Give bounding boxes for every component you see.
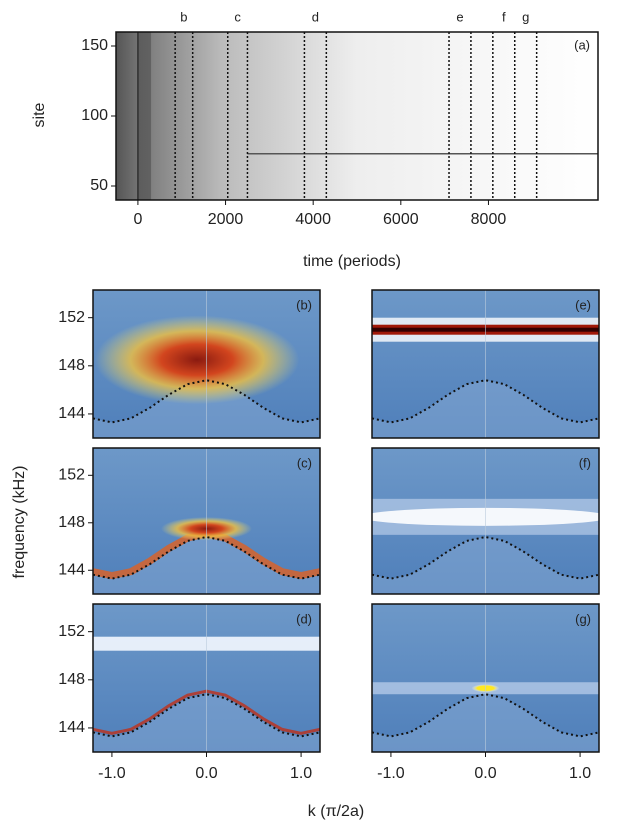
y-tick-label: 152: [58, 309, 85, 326]
x-tick-label: -1.0: [98, 765, 126, 782]
y-tick-label: 144: [58, 561, 85, 578]
x-tick-label: 1.0: [569, 765, 591, 782]
panel: [372, 448, 599, 594]
dispersion-curve: [93, 379, 320, 424]
x-tick-label: 8000: [471, 211, 507, 228]
y-tick-label: 144: [58, 719, 85, 736]
x-tick-label: 0.0: [474, 765, 496, 782]
plot-frame: [371, 447, 600, 595]
panel: [93, 604, 320, 752]
plot-frame: [371, 289, 600, 439]
y-tick-label: 100: [81, 107, 108, 124]
hot-region: [94, 315, 300, 405]
window-label: c: [234, 9, 241, 24]
y-tick-label: 148: [58, 671, 85, 688]
decay-region: [137, 32, 152, 200]
panel-label: (d): [296, 611, 312, 626]
panel: [372, 604, 599, 752]
panel: [372, 290, 599, 438]
x-tick-label: 0.0: [195, 765, 217, 782]
x-axis-label: k (π/2a): [308, 803, 364, 820]
plot-frame: [92, 447, 321, 595]
x-tick-label: 2000: [208, 211, 244, 228]
y-tick-label: 152: [58, 467, 85, 484]
window-label: e: [456, 9, 463, 24]
dispersion-curve: [93, 693, 320, 738]
panel: [93, 448, 320, 594]
panel-label: (f): [579, 455, 591, 470]
x-tick-label: 1.0: [290, 765, 312, 782]
window-label: g: [522, 9, 529, 24]
panel-label: (b): [296, 297, 312, 312]
x-tick-label: -1.0: [377, 765, 405, 782]
y-tick-label: 144: [58, 405, 85, 422]
panel-label: (g): [575, 611, 591, 626]
y-tick-label: 148: [58, 514, 85, 531]
panel-label: (e): [575, 297, 591, 312]
y-tick-label: 148: [58, 357, 85, 374]
y-axis-label: site: [31, 102, 48, 127]
window-label: b: [180, 9, 187, 24]
heatmap-background: [116, 32, 598, 200]
x-tick-label: 6000: [383, 211, 419, 228]
y-tick-label: 50: [90, 177, 108, 194]
y-tick-label: 152: [58, 623, 85, 640]
x-tick-label: 0: [133, 211, 142, 228]
panel-label: (a): [574, 37, 590, 52]
window-label: d: [312, 9, 319, 24]
panel-label: (c): [297, 455, 312, 470]
panel: [93, 290, 320, 438]
y-axis-label: frequency (kHz): [11, 466, 28, 579]
plot-frame: [92, 289, 321, 439]
x-tick-label: 4000: [295, 211, 331, 228]
y-tick-label: 150: [81, 37, 108, 54]
dispersion-curve: [372, 379, 599, 424]
window-label: f: [502, 9, 506, 24]
dispersion-curve: [372, 693, 599, 738]
x-axis-label: time (periods): [303, 253, 401, 270]
